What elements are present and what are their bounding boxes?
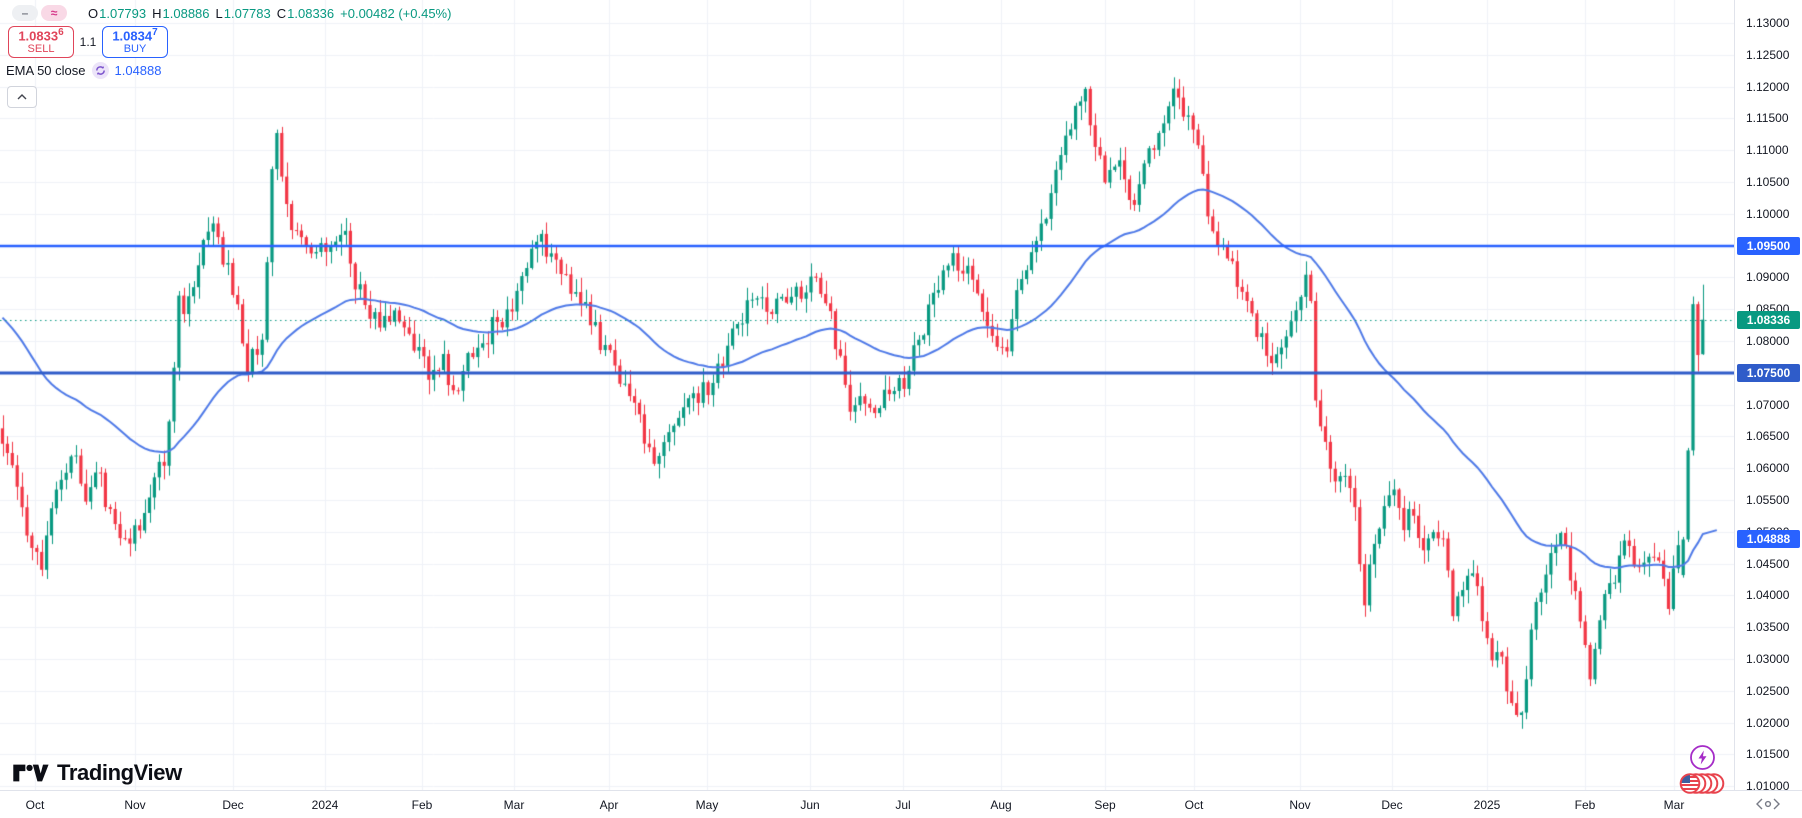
- currency-flags-icon[interactable]: [1679, 772, 1725, 795]
- price-tick-label: 1.01000: [1746, 779, 1790, 794]
- sell-button[interactable]: 1.08336 SELL: [8, 26, 74, 58]
- close-value: 1.08336: [287, 5, 335, 21]
- price-tick-label: 1.08000: [1746, 334, 1790, 349]
- time-tick-label: Apr: [599, 798, 619, 812]
- high-value: 1.08886: [162, 5, 210, 21]
- chart-overlay-icons: [1679, 744, 1725, 795]
- indicator-legend[interactable]: EMA 50 close 1.04888: [6, 62, 162, 79]
- time-tick-label: Mar: [1663, 798, 1685, 812]
- hide-indicator-pill[interactable]: –: [12, 5, 38, 21]
- change-value: +0.00482 (+0.45%): [340, 5, 452, 21]
- price-tick-label: 1.04500: [1746, 556, 1790, 571]
- buy-price-sup: 7: [152, 27, 158, 39]
- chart-legend-row: – ≈ O 1.07793 H 1.08886 L 1.07783 C 1.08336 …: [12, 4, 451, 22]
- time-tick-label: Oct: [1184, 798, 1204, 812]
- time-tick-label: Nov: [1289, 798, 1311, 812]
- price-axis[interactable]: 1.13000 1.12500 1.12000 1.11500 1.11000 1.105…: [1734, 0, 1802, 794]
- collapse-legend-button[interactable]: [7, 86, 37, 108]
- price-tick-label: 1.04000: [1746, 588, 1790, 603]
- buy-price: 1.0834: [112, 28, 153, 44]
- open-value: 1.07793: [99, 5, 147, 21]
- price-tick-label: 1.12000: [1746, 79, 1790, 94]
- minus-icon: –: [21, 6, 29, 20]
- time-tick-label: Jun: [800, 798, 820, 812]
- sell-label: SELL: [27, 43, 55, 56]
- tradingview-logo[interactable]: TradingView: [10, 760, 182, 786]
- price-tick-label: 1.13000: [1746, 16, 1790, 31]
- time-tick-label: Oct: [25, 798, 45, 812]
- wave-icon: ≈: [50, 6, 58, 20]
- sell-price-sup: 6: [58, 27, 64, 39]
- price-tick-label: 1.06500: [1746, 429, 1790, 444]
- time-tick-label: Jul: [895, 798, 911, 812]
- candlestick-chart-canvas[interactable]: [0, 0, 1734, 790]
- indicator-value: 1.04888: [114, 63, 162, 78]
- sync-icon[interactable]: [91, 62, 109, 79]
- buy-button[interactable]: 1.08347 BUY: [102, 26, 168, 58]
- price-tick-label: 1.10000: [1746, 206, 1790, 221]
- price-tick-label: 1.05500: [1746, 493, 1790, 508]
- time-tick-label: 2025: [1473, 798, 1501, 812]
- time-tick-label: 2024: [311, 798, 339, 812]
- price-scale-settings-icon: [1756, 798, 1780, 810]
- time-tick-label: Dec: [222, 798, 244, 812]
- time-tick-label: Mar: [503, 798, 525, 812]
- lightning-icon[interactable]: [1689, 744, 1716, 771]
- price-tick-label: 1.03000: [1746, 652, 1790, 667]
- time-tick-label: Dec: [1381, 798, 1403, 812]
- price-tick-label: 1.02000: [1746, 715, 1790, 730]
- tradingview-logo-icon: [13, 764, 49, 782]
- price-tick-label: 1.10500: [1746, 175, 1790, 190]
- price-tick-label: 1.12500: [1746, 47, 1790, 62]
- price-badge: 1.04888: [1737, 529, 1800, 548]
- price-tick-label: 1.01500: [1746, 747, 1790, 762]
- price-tick-label: 1.03500: [1746, 620, 1790, 635]
- price-tick-label: 1.06000: [1746, 461, 1790, 476]
- wave-pill[interactable]: ≈: [41, 5, 67, 21]
- chevron-up-icon: [17, 94, 27, 100]
- indicator-name: EMA 50 close: [6, 63, 86, 78]
- time-tick-label: Sep: [1094, 798, 1116, 812]
- high-label: H: [152, 5, 162, 21]
- spread-value: 1.1: [79, 35, 97, 49]
- buy-label: BUY: [123, 43, 147, 56]
- time-axis[interactable]: Oct Nov Dec 2024 Feb Mar Apr May Jun Jul Aug Sep Oct…: [0, 790, 1802, 818]
- trade-panel: 1.08336 SELL 1.1 1.08347 BUY: [8, 26, 168, 58]
- ohlc-legend: O 1.07793 H 1.08886 L 1.07783 C 1.08336 +0.0…: [82, 6, 451, 21]
- tradingview-logo-text: TradingView: [57, 760, 182, 785]
- close-label: C: [276, 5, 287, 21]
- time-tick-label: Nov: [124, 798, 146, 812]
- price-tick-label: 1.11500: [1746, 111, 1789, 126]
- price-tick-label: 1.09000: [1746, 270, 1790, 285]
- price-badge: 1.09500: [1737, 236, 1800, 255]
- low-label: L: [215, 5, 223, 21]
- price-badge: 1.07500: [1737, 363, 1800, 382]
- time-tick-label: May: [695, 798, 719, 812]
- price-tick-label: 1.02500: [1746, 683, 1790, 698]
- time-tick-label: Feb: [411, 798, 433, 812]
- price-tick-label: 1.07000: [1746, 397, 1790, 412]
- open-label: O: [88, 5, 99, 21]
- sell-price: 1.0833: [18, 28, 59, 44]
- time-tick-label: Feb: [1574, 798, 1596, 812]
- price-tick-label: 1.11000: [1746, 143, 1789, 158]
- low-value: 1.07783: [223, 5, 271, 21]
- time-tick-label: Aug: [990, 798, 1012, 812]
- price-badge: 1.08336: [1737, 310, 1800, 329]
- price-scale-settings[interactable]: [1734, 790, 1802, 818]
